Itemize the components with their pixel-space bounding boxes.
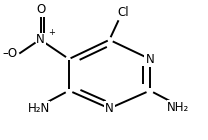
Text: NH₂: NH₂ — [167, 101, 189, 114]
Text: Cl: Cl — [118, 6, 129, 19]
Text: N: N — [146, 52, 154, 66]
Text: O: O — [36, 3, 45, 16]
Text: –O: –O — [3, 47, 18, 60]
Text: N: N — [105, 102, 114, 115]
Text: N: N — [36, 33, 45, 46]
Text: H₂N: H₂N — [27, 102, 50, 115]
Text: +: + — [48, 28, 55, 37]
